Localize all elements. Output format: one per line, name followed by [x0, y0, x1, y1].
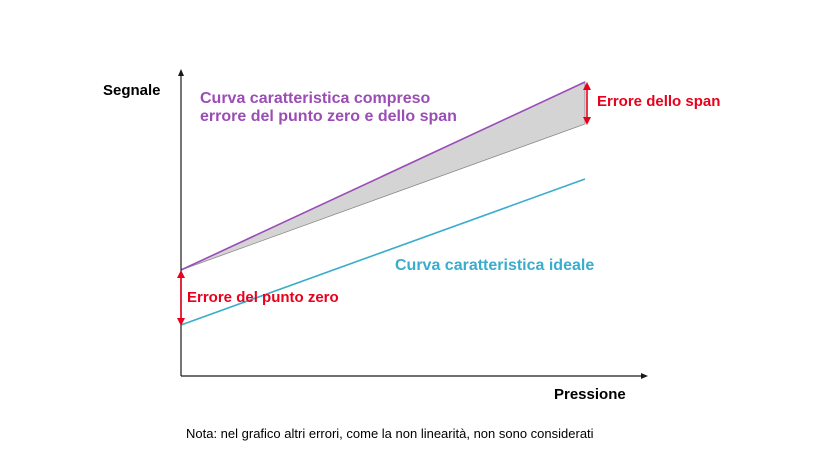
error-curve-line: [180, 81, 586, 271]
ideal-curve-line: [180, 178, 586, 326]
error-curve-label-line2: errore del punto zero e dello span: [200, 108, 457, 125]
y-axis-label: Segnale: [103, 82, 161, 99]
span-error-label: Errore dello span: [597, 93, 720, 110]
error-curve-label-line1: Curva caratteristica compreso: [200, 90, 431, 107]
footnote: Nota: nel grafico altri errori, come la …: [186, 426, 594, 441]
zero-error-label: Errore del punto zero: [187, 289, 339, 306]
x-axis-label: Pressione: [554, 386, 626, 403]
ideal-curve-label: Curva caratteristica ideale: [395, 257, 594, 274]
